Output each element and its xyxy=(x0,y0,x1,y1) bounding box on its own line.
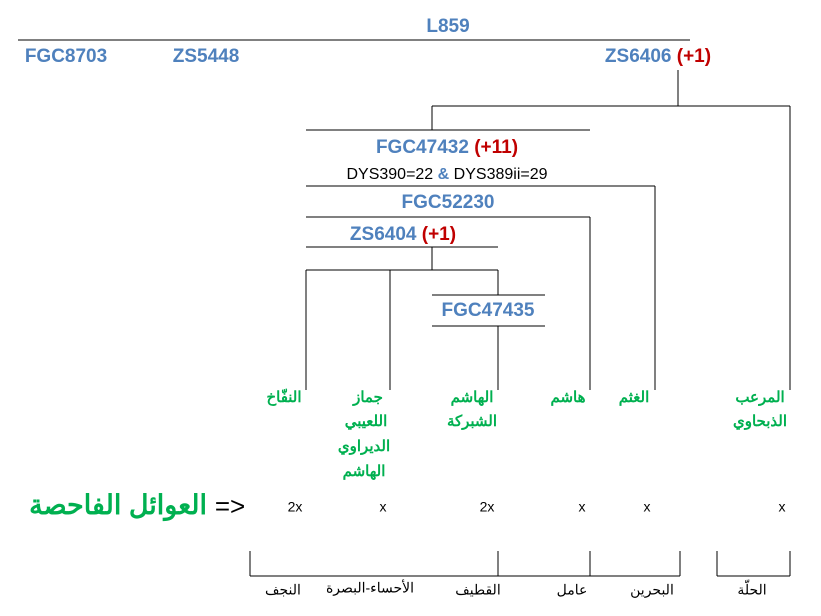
branch-label: FGC47432 (+11) xyxy=(376,137,518,158)
str-value: DYS390=22 xyxy=(346,166,433,183)
branch-label: ZS6406 (+1) xyxy=(605,46,711,67)
family-name: المرعب xyxy=(735,389,784,406)
family-name: اللعيبي xyxy=(345,413,388,431)
str-joiner: & xyxy=(438,166,450,183)
family-name: الغثم xyxy=(619,389,649,406)
branch-label: FGC52230 xyxy=(402,192,495,213)
str-value: DYS389ii=29 xyxy=(454,166,548,183)
tested-count: 2x xyxy=(480,499,495,515)
snp: FGC47432 xyxy=(376,137,469,158)
region: النجف xyxy=(265,582,301,598)
tested-count: 2x xyxy=(288,499,303,515)
snp: ZS6406 xyxy=(605,46,672,67)
branch-label: ZS5448 xyxy=(173,46,240,67)
family-name: الذبحاوي xyxy=(733,413,787,431)
str-note: DYS390=22 & DYS389ii=29 xyxy=(346,166,547,183)
root-label: L859 xyxy=(426,16,469,37)
family-name: الهاشم xyxy=(451,389,494,406)
branch-label: ZS6404 (+1) xyxy=(350,224,456,245)
mutation-count: (+1) xyxy=(677,46,711,67)
branch-label: FGC8703 xyxy=(25,46,107,67)
mutation-count: (+11) xyxy=(474,137,518,158)
tested-count: x xyxy=(644,499,651,515)
region: الأحساء-البصرة xyxy=(326,579,414,597)
family-name: الهاشم xyxy=(343,463,386,480)
family-name: النفّاخ xyxy=(266,388,301,406)
arrow: => xyxy=(215,491,245,521)
mutation-count: (+1) xyxy=(422,224,456,245)
region: عامل xyxy=(557,582,588,598)
family-name: الشبركة xyxy=(447,413,497,430)
family-name: جماز xyxy=(352,389,383,406)
snp: ZS6404 xyxy=(350,224,417,245)
region: الحلّة xyxy=(737,579,766,598)
family-name: هاشم xyxy=(550,389,585,406)
tested-count: x xyxy=(579,499,586,515)
branch-label: FGC47435 xyxy=(442,300,535,321)
tested-count: x xyxy=(380,499,387,515)
tested-count: x xyxy=(779,499,786,515)
region: القطيف xyxy=(455,582,500,598)
tested-families-label: العوائل الفاحصة xyxy=(29,490,207,522)
region: البحرين xyxy=(630,582,674,599)
family-name: الديراوي xyxy=(338,438,390,456)
